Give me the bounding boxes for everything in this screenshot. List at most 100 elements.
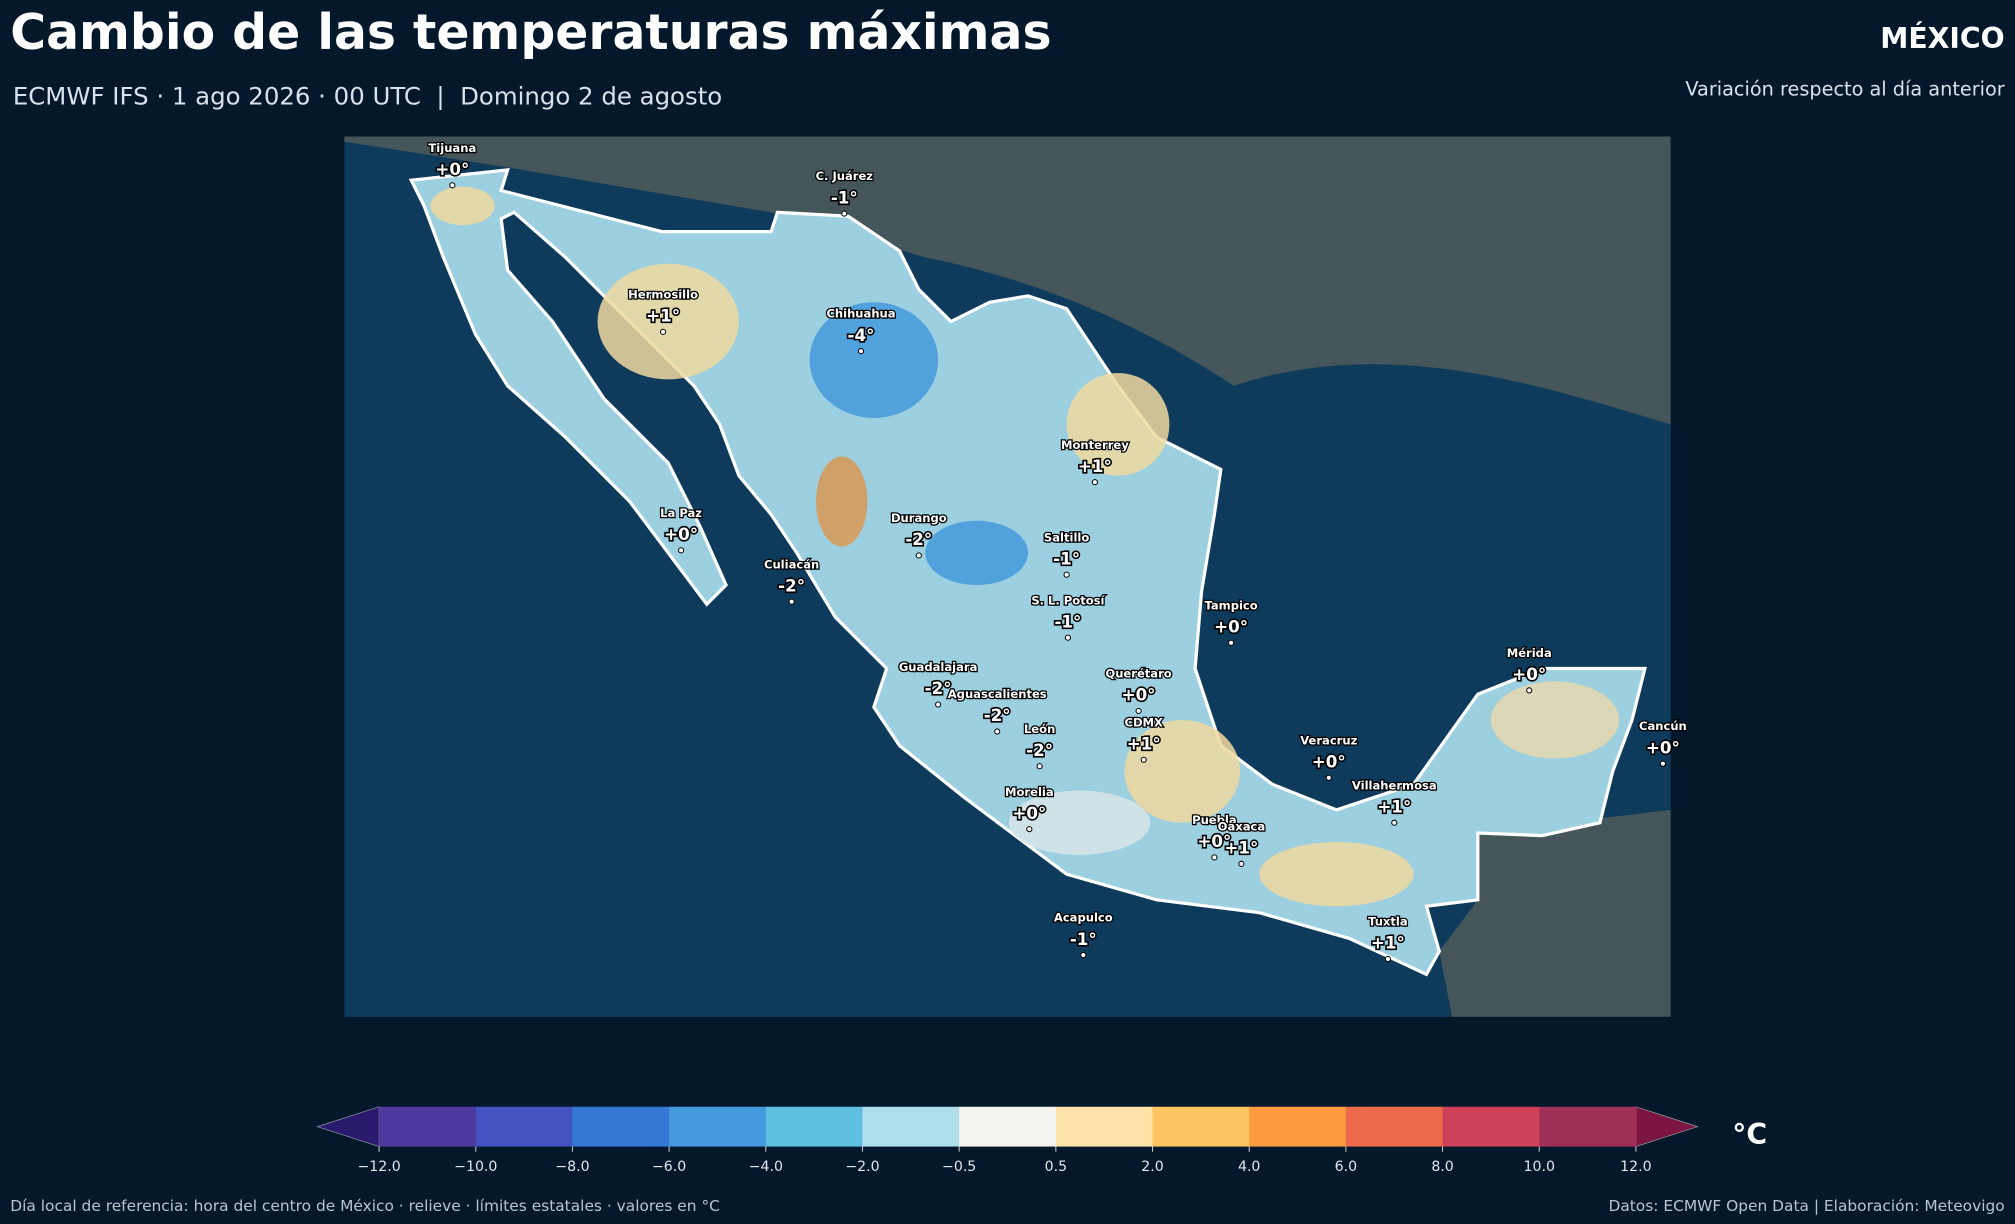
city-dot <box>841 210 848 217</box>
city-dot <box>788 598 795 605</box>
city-value: +0° <box>1512 664 1546 684</box>
city-value: +1° <box>646 306 680 326</box>
city-value: +1° <box>1371 933 1405 953</box>
city-dot <box>935 701 942 708</box>
city-name: Oaxaca <box>1218 819 1265 833</box>
city-name: CDMX <box>1124 715 1163 729</box>
city-dot <box>1140 756 1147 763</box>
city-labels: Tijuana +0° C. Juárez -1° Hermosillo +1° Chihu… <box>427 140 1688 963</box>
city-dot <box>1091 479 1098 486</box>
city-name: C. Juárez <box>816 169 874 183</box>
land-south <box>1439 809 1671 1017</box>
land-north <box>344 136 1671 425</box>
colorbar-tick-label: −0.5 <box>942 1159 976 1175</box>
colorbar-bin <box>1539 1106 1637 1147</box>
city-dot <box>1384 955 1391 963</box>
city-dot <box>1211 854 1218 861</box>
city-value: +0° <box>1197 831 1231 851</box>
city-value: +0° <box>1012 803 1046 823</box>
colorbar-bin <box>1249 1106 1347 1147</box>
city-value: +0° <box>1122 685 1156 705</box>
city-dot <box>1325 774 1332 781</box>
colorbar-bin <box>572 1106 670 1147</box>
city-dot <box>1026 826 1033 833</box>
city-value: -2° <box>778 575 805 595</box>
colorbar-tick-label: −12.0 <box>357 1159 400 1175</box>
city-value: -1° <box>831 187 858 207</box>
city-name: León <box>1024 722 1055 736</box>
city-name: Villahermosa <box>1352 778 1437 792</box>
colorbar-tick-label: 12.0 <box>1620 1159 1651 1175</box>
city-dot <box>1238 860 1245 867</box>
city-name: Tijuana <box>428 141 476 155</box>
city-dot <box>1659 760 1666 767</box>
city-dot <box>857 348 865 355</box>
city-name: Puebla <box>1192 813 1237 827</box>
city-dot <box>1228 639 1235 646</box>
subtitle: ECMWF IFS · 1 ago 2026 · 00 UTC | Doming… <box>13 81 722 110</box>
colorbar-bin <box>765 1106 864 1147</box>
colorbar-tick-label: 8.0 <box>1431 1159 1453 1175</box>
mexico <box>408 168 1647 977</box>
city-name: Querétaro <box>1105 667 1171 681</box>
city-dot <box>678 547 685 554</box>
title: Cambio de las temperaturas máximas <box>10 4 1051 61</box>
colorbar-under <box>316 1106 380 1148</box>
colorbar-tick-label: 6.0 <box>1335 1159 1357 1175</box>
city-name: Saltillo <box>1044 530 1089 544</box>
colorbar-tick-label: 2.0 <box>1141 1159 1163 1175</box>
colorbar-bin <box>1055 1106 1154 1147</box>
footer-right: Datos: ECMWF Open Data | Elaboración: Me… <box>1608 1197 2004 1215</box>
city-name: Cancún <box>1639 719 1687 733</box>
city-name: S. L. Potosí <box>1031 593 1105 607</box>
city-value: +0° <box>664 524 698 544</box>
city-dot <box>1036 763 1043 770</box>
colorbar-bin <box>475 1106 574 1147</box>
colorbar-tick-label: −6.0 <box>652 1159 686 1175</box>
colorbar-over <box>1635 1106 1699 1148</box>
region: MÉXICO <box>1880 21 2005 55</box>
city-name: Chihuahua <box>826 307 895 321</box>
city-value: +0° <box>435 159 469 179</box>
city-value: +1° <box>1127 734 1161 754</box>
note: Variación respecto al día anterior <box>1685 77 2004 100</box>
city-value: -2° <box>905 529 932 549</box>
colorbar-unit: °C <box>1732 1118 1767 1151</box>
city-dot <box>449 182 456 189</box>
city-dot <box>1391 819 1398 826</box>
colorbar: −12.0 −10.0 −8.0 −6.0 −4.0 −2.0 −0.5 0.5 2.0 4.0 6… <box>316 1106 1767 1175</box>
colorbar-tick-label: 4.0 <box>1238 1159 1260 1175</box>
city-dot <box>915 552 922 559</box>
city-value: +0° <box>1214 617 1248 637</box>
colorbar-bin <box>959 1106 1057 1147</box>
map <box>344 136 1671 1017</box>
colorbar-bin <box>379 1106 477 1147</box>
city-value: -2° <box>1026 740 1053 760</box>
colorbar-bin <box>1152 1106 1250 1147</box>
city-name: Monterrey <box>1061 438 1129 452</box>
city-dot <box>1135 707 1142 715</box>
city-value: -1° <box>1070 929 1097 949</box>
city-name: Hermosillo <box>628 287 698 301</box>
colorbar-tick-label: 10.0 <box>1523 1159 1554 1175</box>
colorbar-bin <box>669 1106 767 1147</box>
colorbar-bin <box>862 1106 960 1147</box>
city-value: -4° <box>848 325 875 345</box>
city-value: -1° <box>1053 548 1080 568</box>
colorbar-tick-label: 0.5 <box>1045 1159 1067 1175</box>
city-name: Acapulco <box>1054 911 1113 925</box>
city-dot <box>1063 571 1070 578</box>
colorbar-bin <box>1345 1106 1444 1147</box>
city-name: Durango <box>891 511 947 525</box>
city-name: Aguascalientes <box>948 687 1047 701</box>
anomaly-patches <box>430 186 1620 907</box>
city-dot <box>1526 687 1533 694</box>
city-dot <box>660 328 667 335</box>
colorbar-tick-label: −8.0 <box>555 1159 589 1175</box>
city-name: Guadalajara <box>899 660 978 674</box>
city-name: Culiacán <box>764 557 819 571</box>
city-value: +0° <box>1646 737 1680 757</box>
city-dot <box>994 728 1001 735</box>
